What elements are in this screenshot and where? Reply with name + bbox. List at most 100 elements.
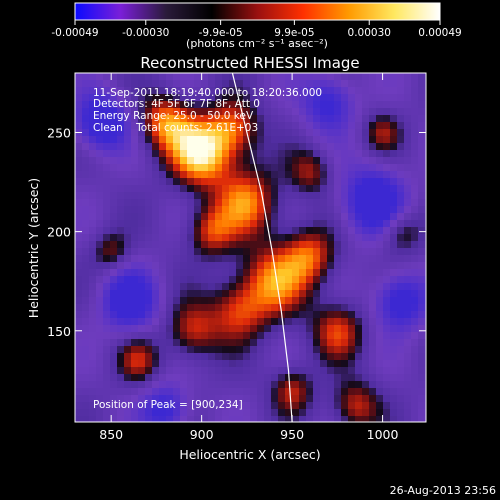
- heatmap-cell: [418, 220, 426, 228]
- heatmap-cell: [320, 192, 328, 200]
- heatmap-cell: [215, 206, 223, 214]
- heatmap-cell: [82, 276, 90, 284]
- heatmap-cell: [222, 304, 230, 312]
- heatmap-cell: [159, 192, 167, 200]
- heatmap-cell: [138, 164, 146, 172]
- heatmap-cell: [124, 381, 132, 389]
- heatmap-cell: [306, 171, 314, 179]
- heatmap-cell: [236, 87, 244, 95]
- heatmap-cell: [180, 241, 188, 249]
- heatmap-cell: [390, 318, 398, 326]
- heatmap-cell: [299, 367, 307, 375]
- heatmap-cell: [201, 199, 209, 207]
- heatmap-cell: [383, 171, 391, 179]
- heatmap-cell: [82, 269, 90, 277]
- heatmap-cell: [418, 108, 426, 116]
- heatmap-cell: [215, 129, 223, 137]
- heatmap-cell: [124, 115, 132, 123]
- heatmap-cell: [194, 353, 202, 361]
- heatmap-cell: [369, 409, 377, 417]
- colorbar-tick-label: 0.00030: [348, 27, 391, 39]
- heatmap-cell: [271, 416, 279, 422]
- heatmap-cell: [376, 122, 384, 130]
- heatmap-cell: [131, 318, 139, 326]
- heatmap-cell: [138, 136, 146, 144]
- heatmap-cell: [250, 248, 258, 256]
- heatmap-cell: [369, 332, 377, 340]
- heatmap-cell: [271, 136, 279, 144]
- heatmap-cell: [320, 234, 328, 242]
- heatmap-cell: [376, 150, 384, 158]
- heatmap-cell: [348, 241, 356, 249]
- heatmap-cell: [320, 150, 328, 158]
- heatmap-cell: [243, 108, 251, 116]
- heatmap-cell: [124, 213, 132, 221]
- heatmap-cell: [320, 129, 328, 137]
- heatmap-cell: [313, 269, 321, 277]
- heatmap-cell: [306, 206, 314, 214]
- heatmap-cell: [180, 388, 188, 396]
- heatmap-cell: [243, 171, 251, 179]
- heatmap-cell: [194, 374, 202, 382]
- heatmap-cell: [187, 94, 195, 102]
- heatmap-cell: [292, 276, 300, 284]
- heatmap-cell: [138, 388, 146, 396]
- heatmap-cell: [124, 171, 132, 179]
- heatmap-cell: [404, 255, 412, 263]
- heatmap-cell: [418, 388, 426, 396]
- heatmap-cell: [124, 94, 132, 102]
- heatmap-cell: [320, 416, 328, 422]
- heatmap-cell: [383, 255, 391, 263]
- heatmap-cell: [138, 241, 146, 249]
- heatmap-cell: [110, 129, 118, 137]
- heatmap-cell: [124, 136, 132, 144]
- heatmap-cell: [257, 353, 265, 361]
- heatmap-cell: [166, 157, 174, 165]
- heatmap-cell: [124, 206, 132, 214]
- heatmap-cell: [278, 192, 286, 200]
- heatmap-cell: [411, 304, 419, 312]
- heatmap-cell: [180, 395, 188, 403]
- heatmap-cell: [187, 157, 195, 165]
- heatmap-cell: [124, 227, 132, 235]
- heatmap-cell: [383, 346, 391, 354]
- heatmap-cell: [257, 80, 265, 88]
- heatmap-cell: [124, 101, 132, 109]
- heatmap-cell: [236, 227, 244, 235]
- heatmap-cell: [306, 325, 314, 333]
- heatmap-cell: [89, 157, 97, 165]
- heatmap-cell: [152, 199, 160, 207]
- heatmap-cell: [418, 206, 426, 214]
- heatmap-cell: [194, 199, 202, 207]
- heatmap-cell: [334, 290, 342, 298]
- heatmap-cell: [166, 297, 174, 305]
- heatmap-cell: [236, 73, 244, 81]
- heatmap-cell: [229, 367, 237, 375]
- heatmap-cell: [250, 185, 258, 193]
- heatmap-cell: [124, 353, 132, 361]
- heatmap-cell: [117, 297, 125, 305]
- heatmap-cell: [173, 171, 181, 179]
- heatmap-cell: [89, 255, 97, 263]
- heatmap-cell: [327, 409, 335, 417]
- heatmap-cell: [313, 122, 321, 130]
- heatmap-cell: [355, 325, 363, 333]
- heatmap-cell: [180, 234, 188, 242]
- heatmap-cell: [397, 283, 405, 291]
- heatmap-cell: [299, 108, 307, 116]
- heatmap-cell: [278, 416, 286, 422]
- heatmap-cell: [278, 318, 286, 326]
- heatmap-cell: [418, 94, 426, 102]
- heatmap-cell: [194, 192, 202, 200]
- heatmap-cell: [103, 150, 111, 158]
- heatmap-cell: [103, 346, 111, 354]
- heatmap-cell: [320, 80, 328, 88]
- heatmap-cell: [166, 220, 174, 228]
- heatmap-cell: [173, 234, 181, 242]
- heatmap-cell: [159, 94, 167, 102]
- heatmap-cell: [75, 290, 83, 298]
- heatmap-cell: [166, 143, 174, 151]
- heatmap-cell: [215, 178, 223, 186]
- heatmap-cell: [362, 122, 370, 130]
- heatmap-cell: [320, 164, 328, 172]
